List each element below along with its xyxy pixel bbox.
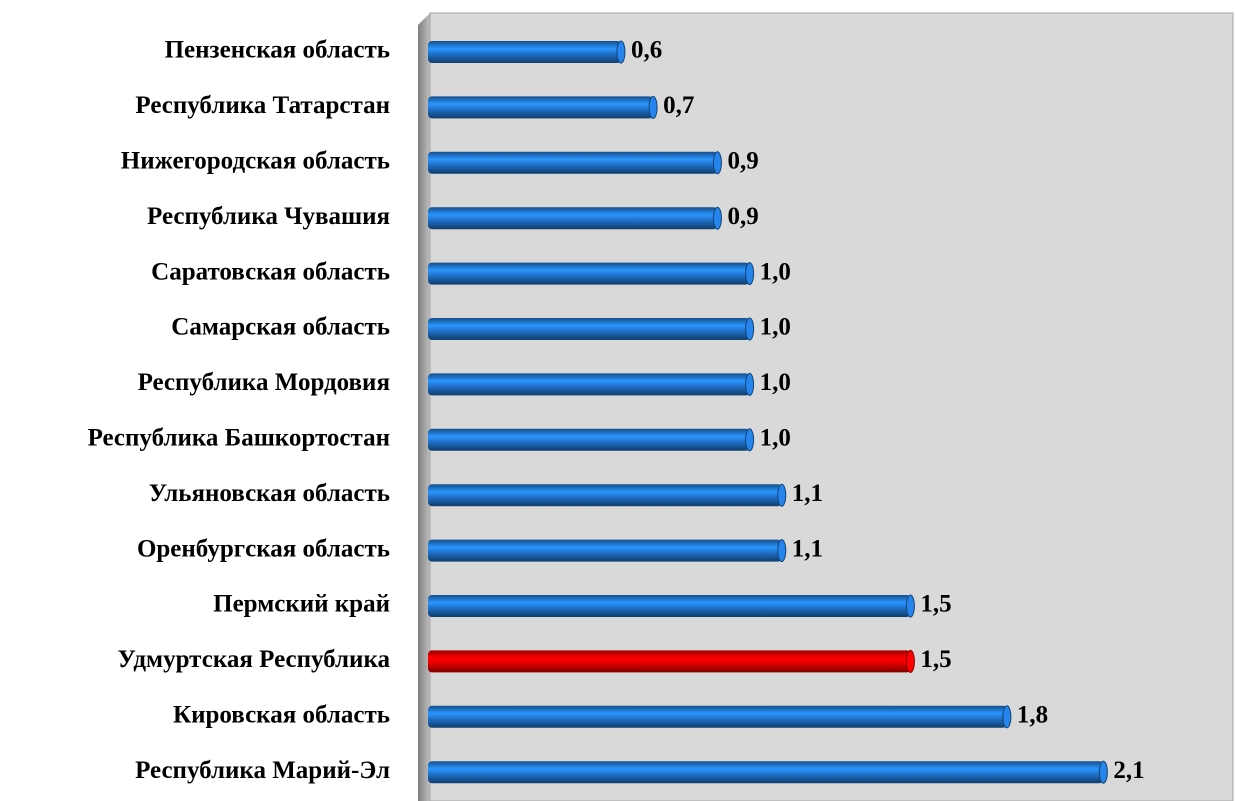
y-tick-label: Кировская область [173,702,390,729]
value-label: 0,6 [631,37,662,64]
y-tick-label: Самарская область [171,314,390,341]
bar [428,373,750,396]
bar-cap [777,539,787,563]
bar-cap [905,594,915,618]
value-label: 0,7 [663,92,694,119]
value-label: 1,0 [760,369,791,396]
y-tick-label: Пензенская область [165,37,390,64]
bar-cap [745,372,755,396]
value-label: 1,0 [760,425,791,452]
y-tick-label: Республика Мордовия [138,369,390,396]
y-tick-label: Саратовская область [151,258,390,285]
bar [428,595,911,617]
bar [428,207,718,230]
y-tick-label: Оренбургская область [137,535,390,562]
bar [428,96,654,119]
value-label: 1,0 [760,258,791,285]
bar [428,428,750,451]
bar-cap [745,262,755,286]
bar-cap [777,483,787,507]
y-tick-label: Республика Марий-Эл [135,757,390,784]
bar-cap [616,40,626,64]
value-label: 0,9 [727,148,758,175]
bar [428,484,782,507]
bar [428,151,718,174]
bar-cap [1098,760,1108,784]
bar [428,705,1007,728]
bar-cap [745,317,755,341]
bar-cap [712,151,722,175]
y-tick-label: Удмуртская Республика [117,646,390,673]
y-tick-label: Ульяновская область [149,480,390,507]
bar [428,761,1104,784]
y-tick-label: Республика Башкортостан [88,425,390,452]
y-tick-label: Пермский край [213,591,390,618]
value-label: 0,9 [727,203,758,230]
plot-area [429,12,1234,801]
y-tick-label: Республика Татарстан [135,92,390,119]
bar-cap [712,206,722,230]
bar-cap [745,428,755,452]
bar [428,41,621,63]
value-label: 1,5 [920,646,951,673]
value-label: 1,0 [760,314,791,341]
bar-cap [1002,705,1012,729]
value-label: 1,1 [792,480,823,507]
y-tick-label: Нижегородская область [121,148,390,175]
value-label: 1,5 [920,591,951,618]
bar-cap [905,649,915,673]
bar-cap [648,95,658,119]
bar [428,650,911,673]
plot-wall [418,13,430,801]
y-tick-label: Республика Чувашия [147,203,390,230]
bar [428,539,782,562]
value-label: 1,1 [792,535,823,562]
bar [428,318,750,340]
value-label: 2,1 [1113,757,1144,784]
value-label: 1,8 [1017,702,1048,729]
bar [428,262,750,285]
